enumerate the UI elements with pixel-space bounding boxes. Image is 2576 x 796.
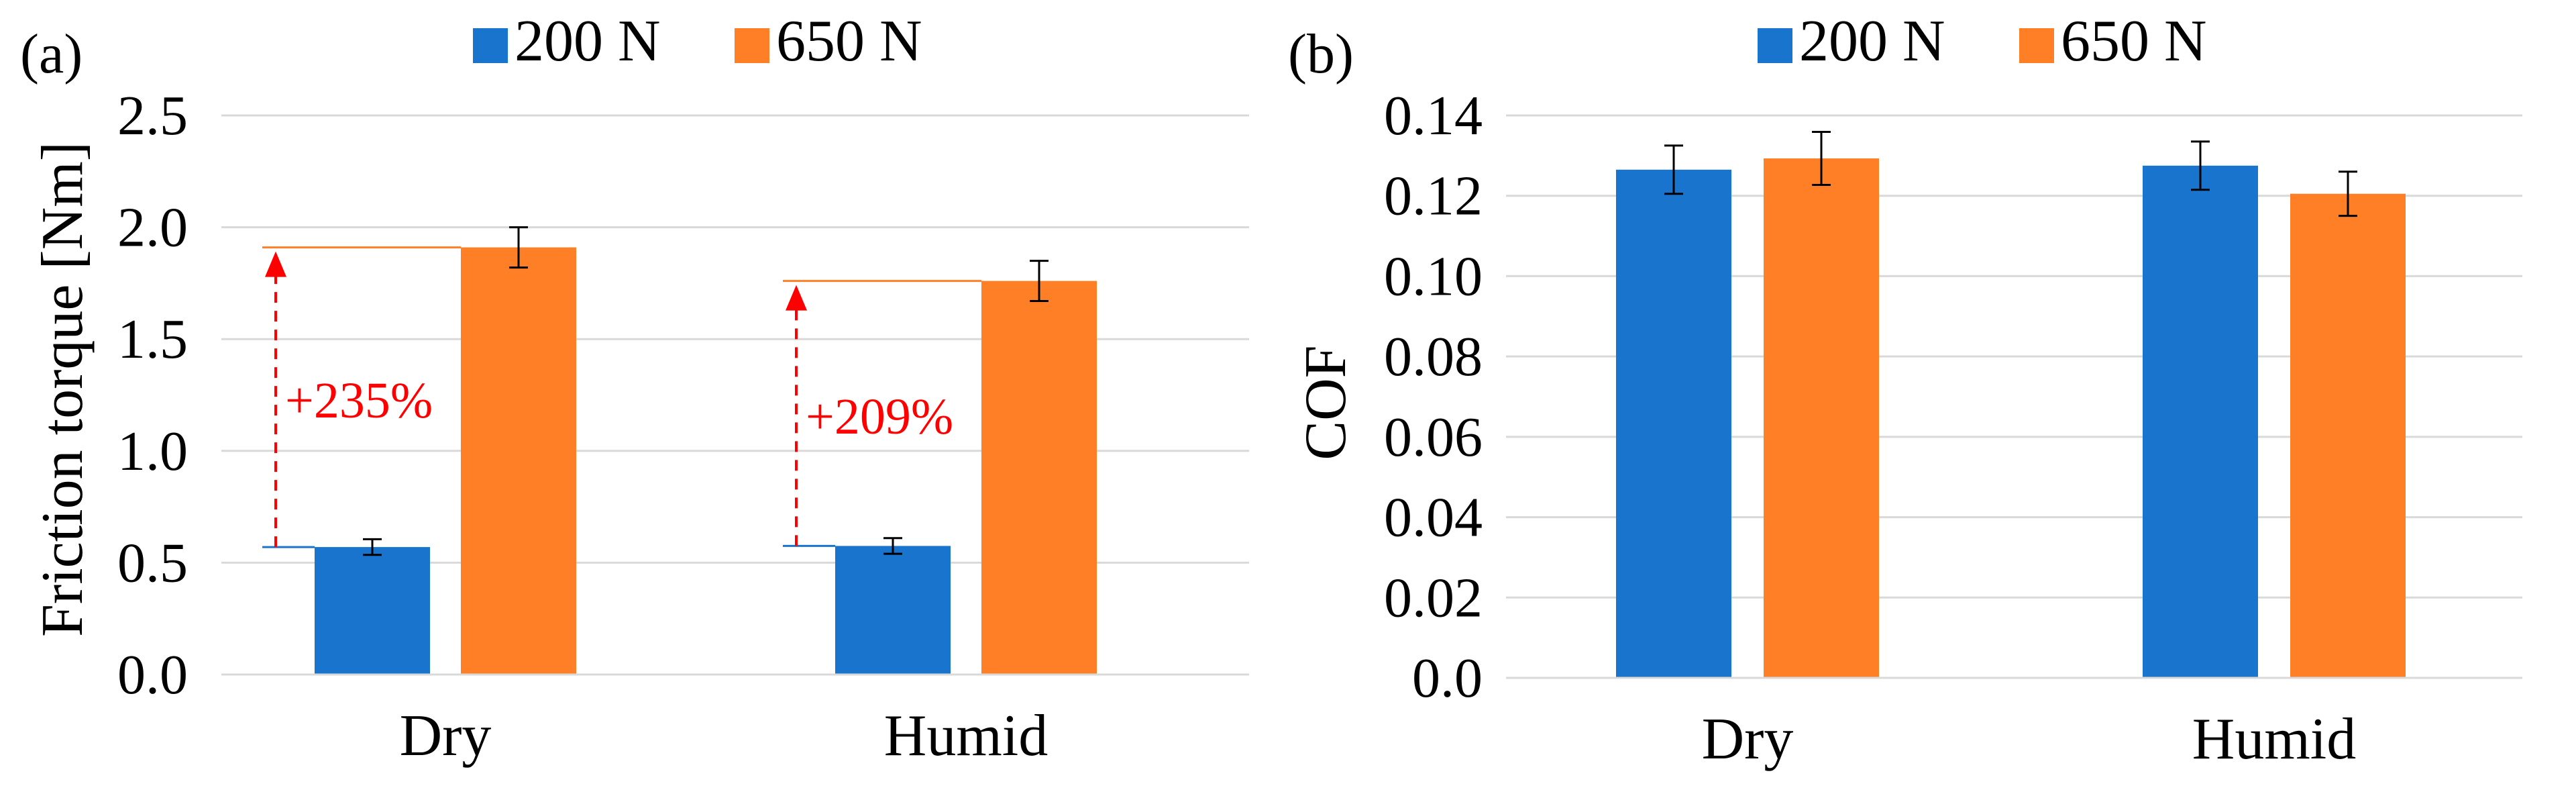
y-tick-label: 0.06 [1384, 406, 1483, 468]
y-tick-label: 0.08 [1384, 326, 1483, 388]
x-tick-label: Humid [884, 703, 1048, 768]
y-tick-label: 0.5 [117, 532, 188, 594]
panel-a: 0.0 0.5 1.0 1.5 2.0 2.5 Friction torque [Nm] (a… [20, 9, 1249, 768]
legend-label: 200 N [1799, 9, 1945, 74]
y-tick-label: 0.0 [117, 644, 188, 706]
legend-swatch [735, 28, 769, 63]
bar [981, 281, 1097, 675]
legend-swatch [473, 28, 508, 63]
annotation-arrowhead [786, 285, 807, 311]
bar [315, 547, 430, 675]
legend-label: 650 N [776, 9, 922, 74]
annotation-arrowhead [265, 251, 286, 277]
panel-b: 0.0 0.02 0.04 0.06 0.08 0.10 0.12 0.14 COF (b) 200… [1288, 9, 2522, 772]
legend-swatch [2019, 28, 2054, 63]
y-tick-label: 0.0 [1412, 647, 1483, 709]
annotation-label: +235% [285, 372, 433, 429]
panel-label: (a) [20, 23, 83, 85]
y-tick-label: 1.5 [117, 308, 188, 370]
bar [1764, 158, 1879, 679]
x-tick-label: Humid [2192, 707, 2356, 772]
y-axis-label: Friction torque [Nm] [30, 142, 95, 637]
legend-label: 650 N [2061, 9, 2207, 74]
y-tick-label: 0.04 [1384, 487, 1483, 549]
x-tick-label: Dry [400, 703, 492, 768]
y-axis-label: COF [1293, 345, 1358, 460]
y-tick-label: 0.14 [1384, 85, 1483, 147]
bar [1616, 169, 1731, 679]
y-tick-label: 1.0 [117, 420, 188, 483]
y-tick-label: 0.12 [1384, 165, 1483, 228]
bar [835, 546, 951, 675]
y-tick-label: 2.5 [117, 85, 188, 147]
y-tick-label: 0.10 [1384, 245, 1483, 307]
panel-label: (b) [1288, 23, 1354, 85]
bar [2143, 165, 2258, 679]
y-tick-label: 2.0 [117, 197, 188, 259]
bar [461, 247, 576, 675]
annotation-label: +209% [806, 389, 953, 445]
y-tick-label: 0.02 [1384, 566, 1483, 629]
x-tick-label: Dry [1702, 707, 1794, 772]
bar [2290, 193, 2406, 678]
legend-label: 200 N [515, 9, 661, 74]
legend-swatch [1758, 28, 1792, 63]
